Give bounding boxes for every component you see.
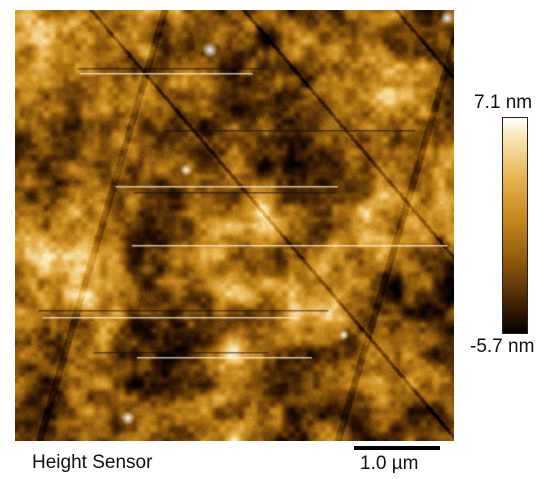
image-caption: Height Sensor xyxy=(32,452,153,473)
colorbar-min-label: -5.7 nm xyxy=(470,336,535,357)
colorbar-max-label: 7.1 nm xyxy=(474,92,533,113)
scale-bar: 1.0 µm xyxy=(354,446,440,476)
scale-bar-line xyxy=(354,446,440,450)
height-colorbar xyxy=(502,117,528,334)
afm-height-image xyxy=(15,10,454,441)
scale-bar-label: 1.0 µm xyxy=(360,453,419,474)
